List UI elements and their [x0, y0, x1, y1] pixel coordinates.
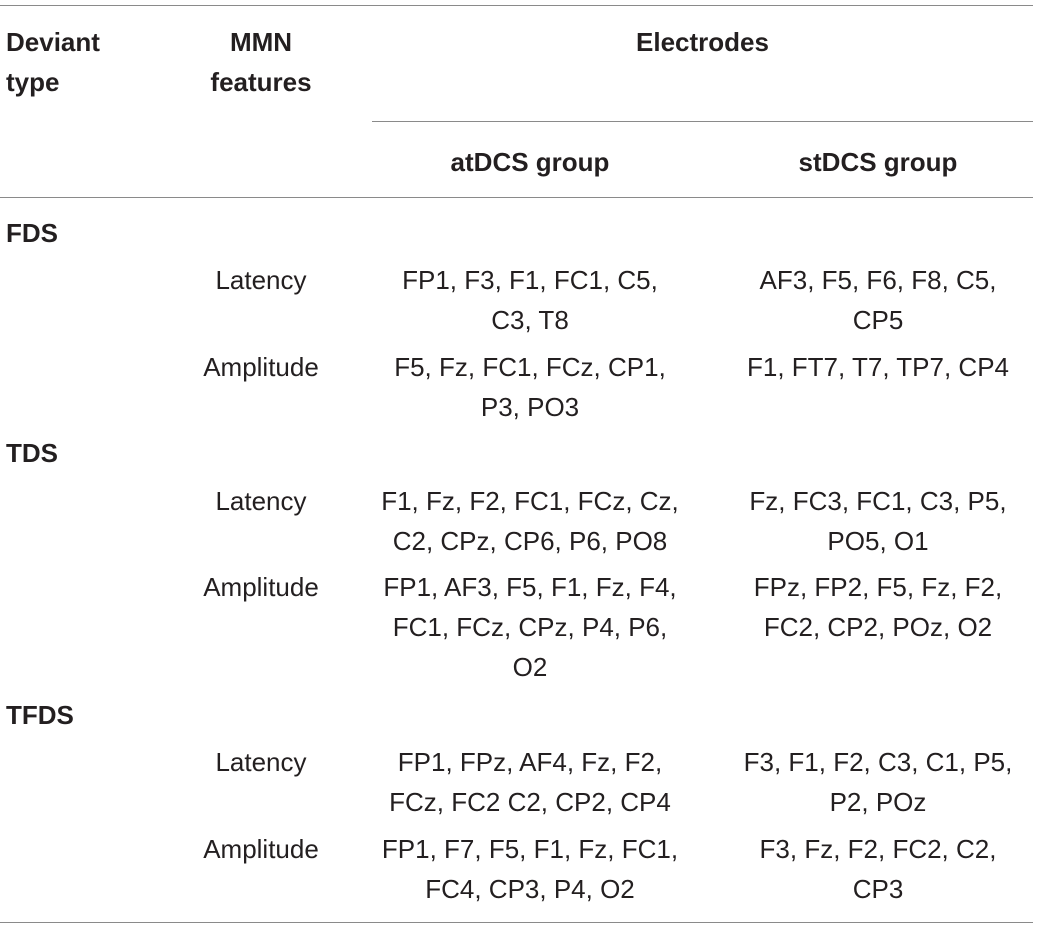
feature-label: Amplitude [203, 352, 319, 382]
table-row-feature: Amplitude [186, 347, 336, 387]
header-atdcs-label: atDCS group [450, 147, 610, 177]
electrode-list-line: FP1, F7, F5, F1, Fz, FC1, [381, 834, 679, 864]
header-deviant-type-line-2: type [6, 67, 60, 97]
table-cell-stdcs: FPz, FP2, F5, Fz, F2, FC2, CP2, POz, O2 [718, 567, 1038, 647]
feature-label: Amplitude [203, 834, 319, 864]
electrode-list-line: F1, FT7, T7, TP7, CP4 [746, 352, 1010, 382]
electrode-list-line: P3, PO3 [480, 392, 580, 422]
electrode-list-line: FP1, FPz, AF4, Fz, F2, [397, 747, 663, 777]
table-row-feature: Latency [186, 260, 336, 300]
header-deviant-type-line-1: Deviant [6, 27, 100, 57]
header-electrodes: Electrodes [372, 22, 1033, 62]
table-cell-atdcs: F5, Fz, FC1, FCz, CP1, P3, PO3 [370, 347, 690, 427]
table-row-feature: Latency [186, 481, 336, 521]
electrodes-subheader-rule [372, 121, 1033, 122]
header-bottom-rule [0, 197, 1033, 198]
table-cell-atdcs: FP1, F3, F1, FC1, C5, C3, T8 [370, 260, 690, 340]
group-label-tfds: TFDS [6, 700, 74, 730]
feature-label: Amplitude [203, 572, 319, 602]
electrode-list-line: FCz, FC2 C2, CP2, CP4 [389, 787, 671, 817]
electrode-list-line: FP1, F3, F1, FC1, C5, [402, 265, 658, 295]
table-cell-atdcs: FP1, AF3, F5, F1, Fz, F4, FC1, FCz, CPz,… [370, 567, 690, 687]
electrode-list-line: PO5, O1 [827, 526, 929, 556]
table-row-feature: Amplitude [186, 829, 336, 869]
group-label-fds: FDS [6, 218, 58, 248]
group-label-tds: TDS [6, 438, 58, 468]
electrode-list-line: F5, Fz, FC1, FCz, CP1, [394, 352, 666, 382]
electrode-list-line: FPz, FP2, F5, Fz, F2, [753, 572, 1003, 602]
table-bottom-rule [0, 922, 1033, 923]
table-row-feature: Amplitude [186, 567, 336, 607]
electrode-list-line: Fz, FC3, FC1, C3, P5, [749, 486, 1007, 516]
header-stdcs-group: stDCS group [718, 142, 1038, 182]
electrode-list-line: O2 [512, 652, 548, 682]
electrode-list-line: FC4, CP3, P4, O2 [425, 874, 635, 904]
table-cell-atdcs: FP1, F7, F5, F1, Fz, FC1, FC4, CP3, P4, … [370, 829, 690, 909]
header-electrodes-label: Electrodes [636, 27, 769, 57]
feature-label: Latency [215, 265, 307, 295]
header-mmn-features-line-1: MMN [229, 27, 293, 57]
table-top-rule [0, 5, 1033, 6]
table-cell-stdcs: F3, F1, F2, C3, C1, P5, P2, POz [718, 742, 1038, 822]
header-stdcs-label: stDCS group [798, 147, 958, 177]
table-cell-stdcs: F1, FT7, T7, TP7, CP4 [718, 347, 1038, 387]
electrode-list-line: P2, POz [829, 787, 927, 817]
table-cell-stdcs: F3, Fz, F2, FC2, C2, CP3 [718, 829, 1038, 909]
electrode-list-line: CP3 [852, 874, 904, 904]
header-mmn-features-line-2: features [210, 67, 312, 97]
feature-label: Latency [215, 747, 307, 777]
header-mmn-features: MMN features [186, 22, 336, 102]
header-atdcs-group: atDCS group [370, 142, 690, 182]
header-deviant-type: Deviant type [6, 22, 100, 102]
table-cell-stdcs: Fz, FC3, FC1, C3, P5, PO5, O1 [718, 481, 1038, 561]
electrode-list-line: AF3, F5, F6, F8, C5, [759, 265, 997, 295]
electrode-list-line: C2, CPz, CP6, P6, PO8 [392, 526, 668, 556]
electrode-list-line: FC2, CP2, POz, O2 [763, 612, 993, 642]
electrode-list-line: C3, T8 [491, 305, 569, 335]
table-row-feature: Latency [186, 742, 336, 782]
electrode-list-line: F3, F1, F2, C3, C1, P5, [743, 747, 1013, 777]
table-cell-atdcs: FP1, FPz, AF4, Fz, F2, FCz, FC2 C2, CP2,… [370, 742, 690, 822]
electrode-list-line: F3, Fz, F2, FC2, C2, [759, 834, 997, 864]
table-cell-atdcs: F1, Fz, F2, FC1, FCz, Cz, C2, CPz, CP6, … [370, 481, 690, 561]
feature-label: Latency [215, 486, 307, 516]
electrode-list-line: FC1, FCz, CPz, P4, P6, [392, 612, 668, 642]
electrode-list-line: FP1, AF3, F5, F1, Fz, F4, [383, 572, 677, 602]
table-cell-stdcs: AF3, F5, F6, F8, C5, CP5 [718, 260, 1038, 340]
electrode-list-line: CP5 [852, 305, 904, 335]
electrode-list-line: F1, Fz, F2, FC1, FCz, Cz, [381, 486, 679, 516]
